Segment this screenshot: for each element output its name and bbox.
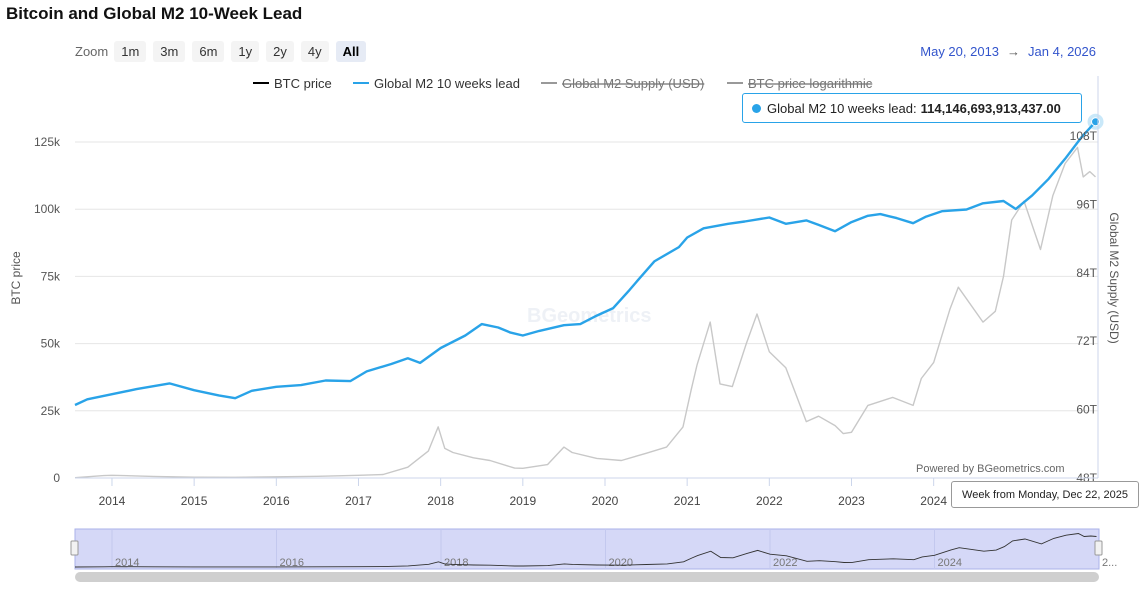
- zoom-2y-button[interactable]: 2y: [266, 41, 294, 62]
- navigator-label: 2018: [444, 557, 468, 569]
- y2-tick-label: 108T: [1070, 129, 1098, 143]
- navigator-label: 2020: [609, 557, 633, 569]
- x-tick-label: 2019: [509, 494, 536, 508]
- x-tick-label: 2015: [181, 494, 208, 508]
- navigator-scrollbar[interactable]: [75, 572, 1099, 582]
- x-axis-tooltip: Week from Monday, Dec 22, 2025: [951, 481, 1139, 508]
- x-tick-label: 2016: [263, 494, 290, 508]
- y-tick-label: 125k: [34, 135, 61, 149]
- date-range-arrow: →: [1007, 44, 1021, 59]
- tooltip-label: Global M2 10 weeks lead:: [767, 100, 917, 116]
- y2-tick-label: 72T: [1076, 334, 1097, 348]
- navigator-label: 2014: [115, 557, 139, 569]
- zoom-4y-button[interactable]: 4y: [300, 41, 329, 62]
- y-tick-label: 25k: [41, 404, 61, 418]
- x-tick-label: 2023: [838, 494, 865, 508]
- tooltip-value: 114,146,693,913,437.00: [920, 100, 1061, 116]
- navigator-label: 2022: [773, 557, 797, 569]
- y-tick-label: 0: [53, 471, 60, 485]
- y2-tick-label: 96T: [1076, 197, 1097, 211]
- credits[interactable]: Powered by BGeometrics.com: [916, 463, 1065, 475]
- series-tooltip: Global M2 10 weeks lead: 114,146,693,913…: [742, 93, 1082, 123]
- y-tick-label: 50k: [41, 337, 61, 351]
- date-range: May 20, 2013 → Jan 4, 2026: [920, 44, 1096, 59]
- x-tick-label: 2014: [99, 494, 126, 508]
- legend-item-2[interactable]: Global M2 Supply (USD): [562, 76, 704, 91]
- navigator-label: 2024: [938, 557, 962, 569]
- zoom-6m-button[interactable]: 6m: [192, 41, 225, 62]
- navigator-label: 2...: [1102, 557, 1117, 569]
- date-range-to[interactable]: Jan 4, 2026: [1028, 44, 1096, 59]
- x-tick-label: 2024: [920, 494, 947, 508]
- x-tick-label: 2020: [592, 494, 619, 508]
- x-tick-label: 2022: [756, 494, 783, 508]
- y-tick-label: 100k: [34, 202, 61, 216]
- tooltip-dot-icon: [752, 103, 761, 113]
- navigator-series-line: [74, 533, 1097, 568]
- x-tick-label: 2018: [427, 494, 454, 508]
- y2-axis-title: Global M2 Supply (USD): [1107, 212, 1121, 343]
- navigator-right-handle[interactable]: [1094, 540, 1103, 556]
- y-tick-label: 75k: [41, 269, 61, 283]
- btc-price-line[interactable]: [74, 146, 1096, 479]
- legend-item-0[interactable]: BTC price: [274, 76, 332, 91]
- zoom-all-button[interactable]: All: [335, 41, 367, 62]
- zoom-label: Zoom: [75, 44, 109, 59]
- zoom-1y-button[interactable]: 1y: [231, 41, 260, 62]
- y2-tick-label: 84T: [1076, 266, 1097, 280]
- watermark: BGeometrics: [527, 305, 652, 327]
- x-tick-label: 2021: [674, 494, 701, 508]
- legend-item-1[interactable]: Global M2 10 weeks lead: [374, 76, 520, 91]
- zoom-3m-button[interactable]: 3m: [153, 41, 186, 62]
- navigator-left-handle[interactable]: [70, 540, 79, 556]
- global-m2-lead-line[interactable]: [74, 120, 1097, 407]
- legend-item-3[interactable]: BTC price logarithmic: [748, 76, 873, 91]
- zoom-toolbar: Zoom 1m 3m 6m 1y 2y 4y All: [75, 41, 373, 62]
- chart-title: Bitcoin and Global M2 10-Week Lead: [6, 4, 303, 23]
- y-axis-title: BTC price: [9, 251, 23, 305]
- zoom-1m-button[interactable]: 1m: [114, 41, 147, 62]
- y2-tick-label: 60T: [1076, 403, 1097, 417]
- date-range-from[interactable]: May 20, 2013: [920, 44, 1000, 59]
- x-tick-label: 2017: [345, 494, 372, 508]
- navigator-label: 2016: [280, 557, 304, 569]
